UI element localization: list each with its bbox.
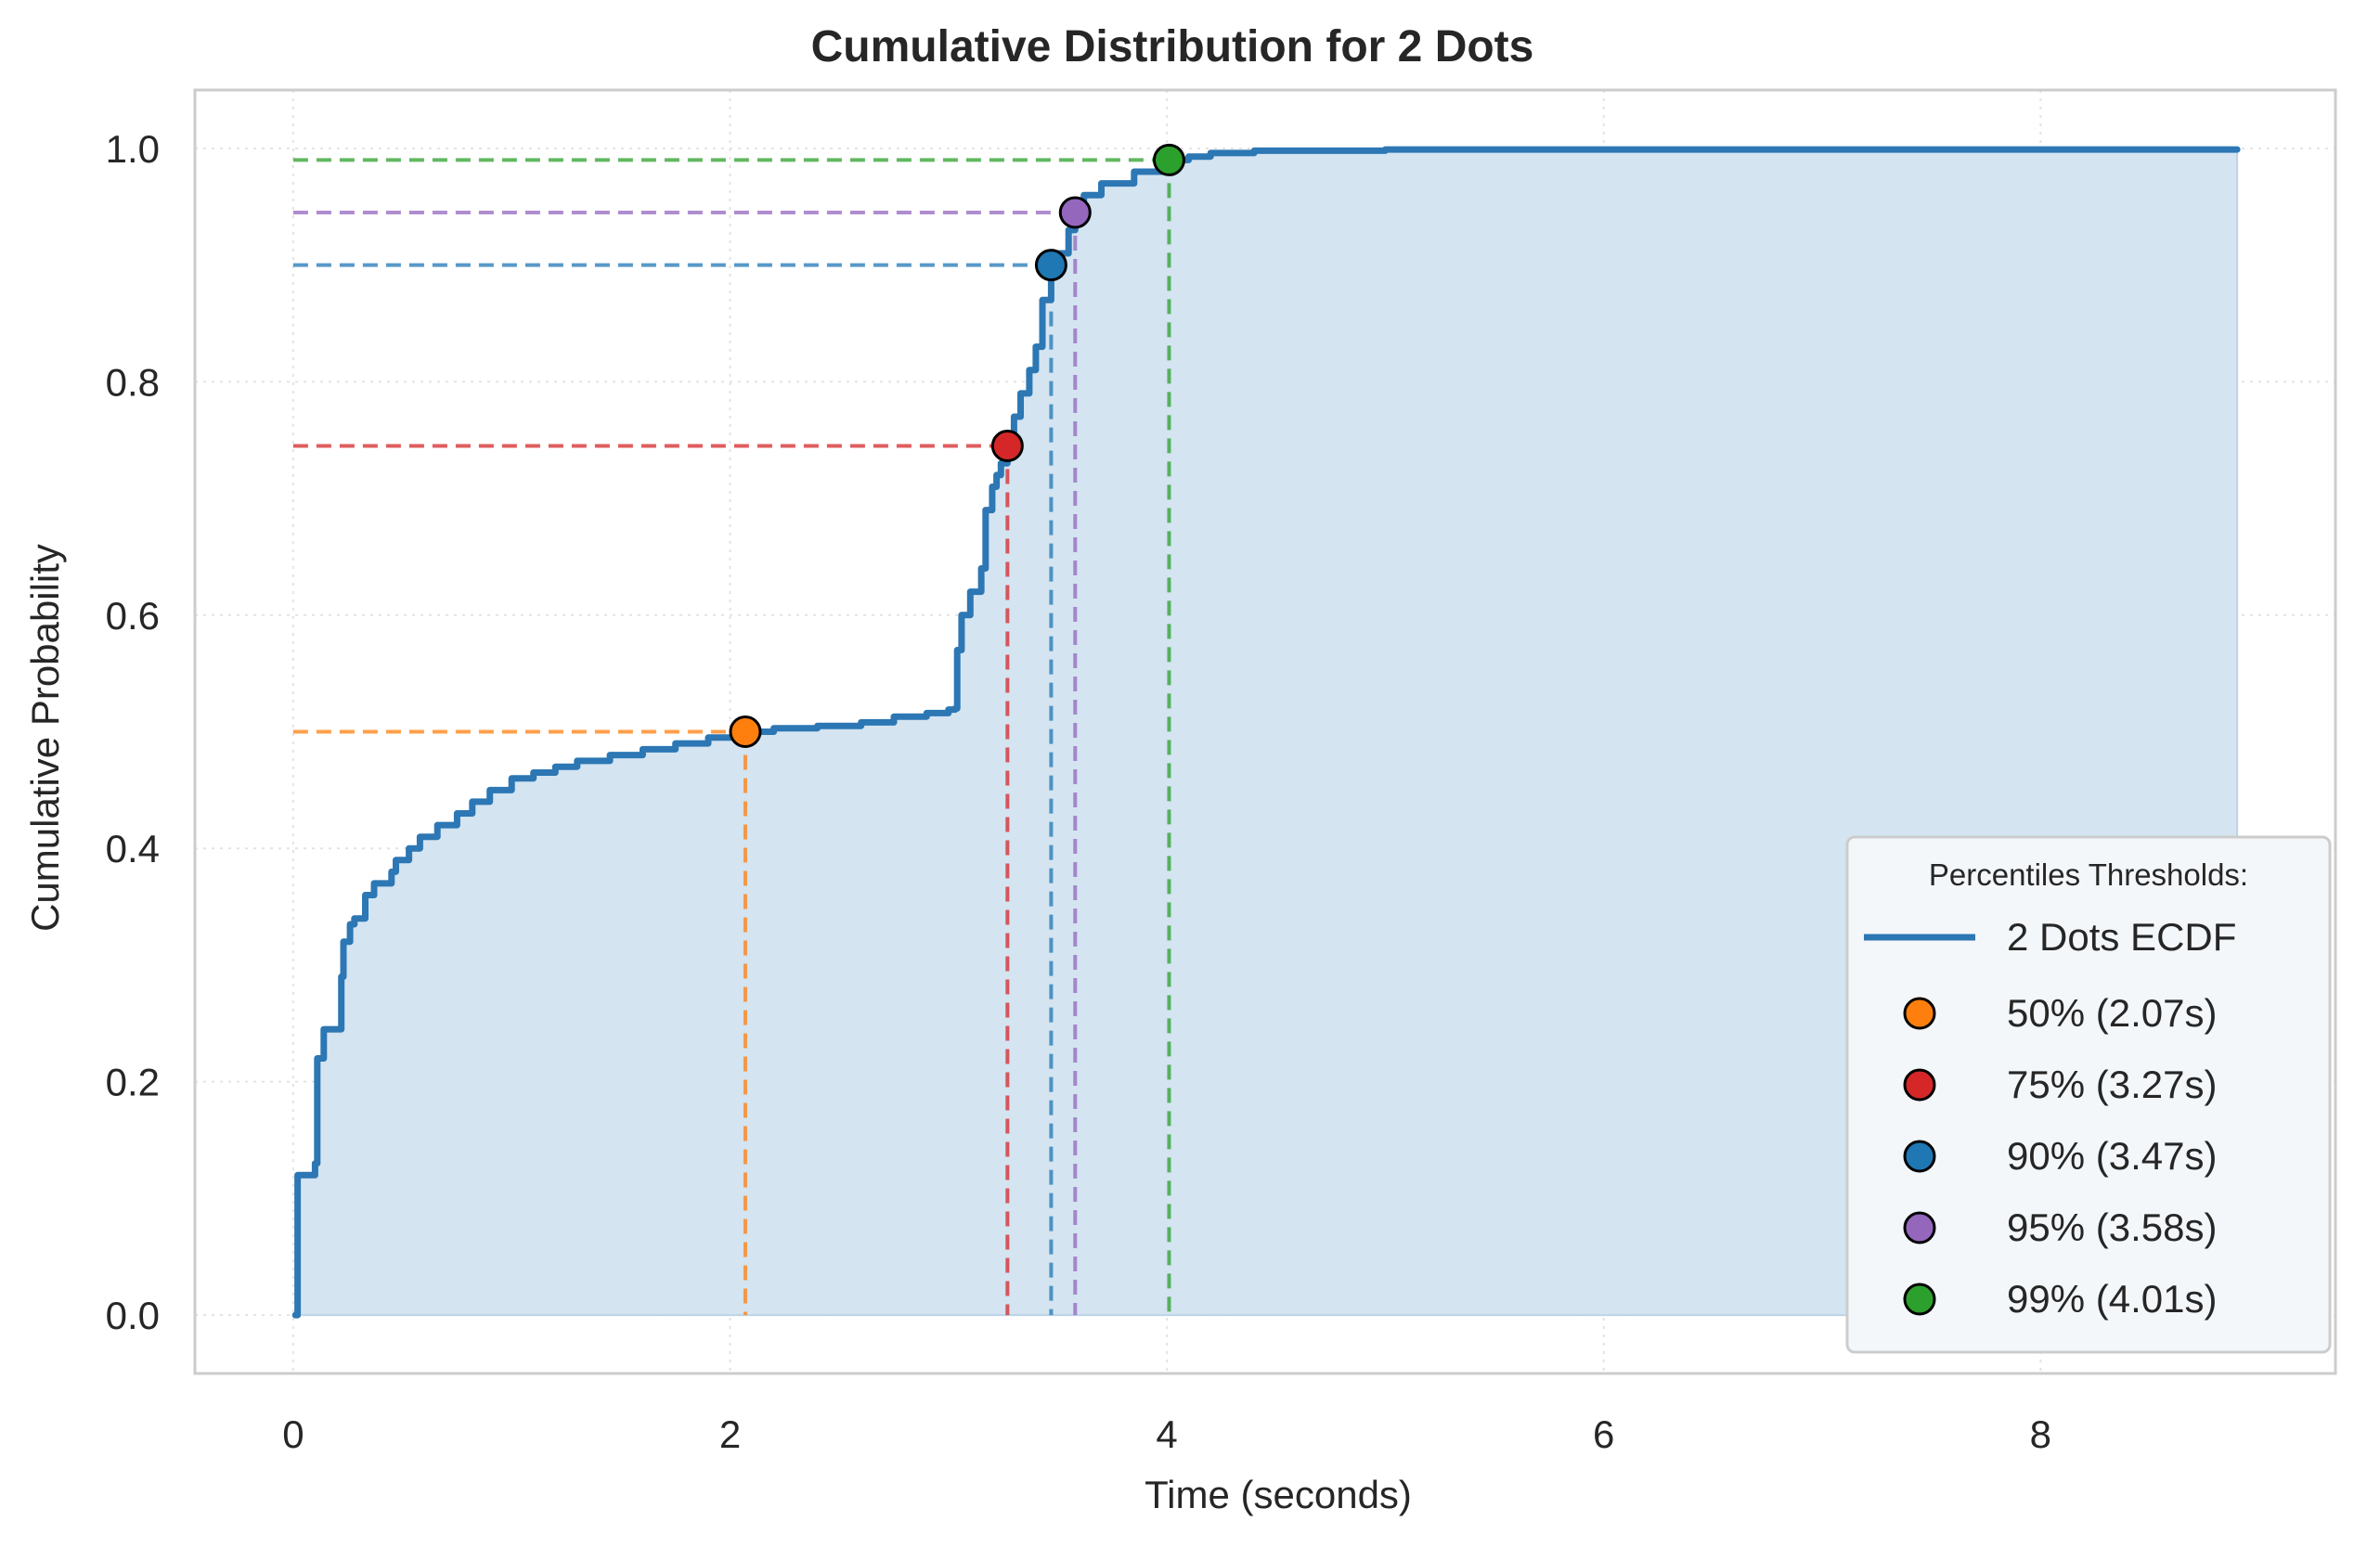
x-tick-label: 0 [282,1412,304,1456]
y-tick-label: 0.2 [106,1061,160,1104]
legend-percentile-label: 75% (3.27s) [2007,1063,2217,1106]
x-tick-label: 8 [2030,1412,2051,1456]
legend-title: Percentiles Thresholds: [1929,857,2248,892]
legend-box [1845,835,2332,1354]
legend-percentile-label: 90% (3.47s) [2007,1134,2217,1178]
plot-border [193,88,2337,1375]
legend-marker-swatch [1903,997,1936,1030]
y-tick-label: 0.8 [106,360,160,404]
x-axis-label: Time (seconds) [1145,1473,1412,1516]
legend-percentile-label: 99% (4.01s) [2007,1277,2217,1321]
y-tick-label: 0.0 [106,1294,160,1337]
legend-marker-swatch [1903,1211,1936,1244]
plot-frame [193,88,2337,1375]
percentile-marker [1152,143,1185,176]
x-tick-label: 2 [719,1412,741,1456]
legend-marker-swatch [1903,1068,1936,1102]
y-axis-label: Cumulative Probability [23,544,67,932]
y-tick-label: 1.0 [106,127,160,171]
legend-marker-swatch [1903,1140,1936,1173]
percentile-marker [729,715,762,748]
chart-title: Cumulative Distribution for 2 Dots [811,22,1534,71]
legend: Percentiles Thresholds: 2 Dots ECDF 50% (2… [1845,835,2332,1354]
legend-marker-swatch [1903,1283,1936,1316]
y-axis-ticks: 0.0 0.2 0.4 0.6 0.8 1.0 [106,127,160,1337]
x-tick-label: 4 [1156,1412,1177,1456]
y-tick-label: 0.4 [106,827,160,870]
legend-percentile-label: 95% (3.58s) [2007,1205,2217,1249]
percentile-marker [1058,196,1092,229]
legend-percentile-label: 50% (2.07s) [2007,991,2217,1035]
percentile-marker [990,429,1024,462]
legend-series-label: 2 Dots ECDF [2007,915,2236,959]
x-axis-ticks: 0 2 4 6 8 [282,1412,2051,1456]
x-tick-label: 6 [1593,1412,1614,1456]
percentile-marker [1034,249,1067,282]
y-tick-label: 0.6 [106,594,160,638]
percentile-guide-lines [292,158,1171,1316]
percentile-markers [729,143,1185,748]
